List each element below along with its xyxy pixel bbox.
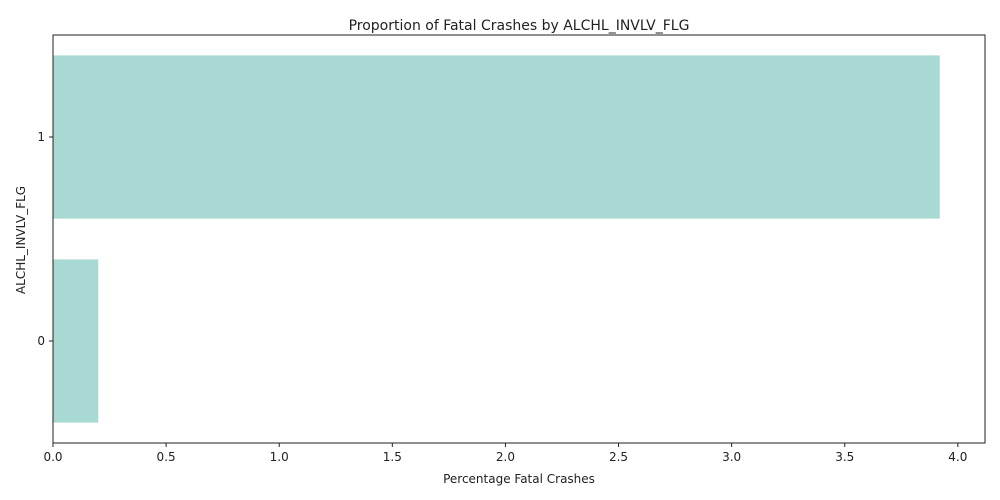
chart-title: Proportion of Fatal Crashes by ALCHL_INV… (349, 18, 690, 34)
bars-group (53, 55, 940, 423)
x-axis-label: Percentage Fatal Crashes (443, 472, 595, 486)
y-axis-label: ALCHL_INVLV_FLG (14, 186, 28, 294)
bar-1 (53, 55, 940, 219)
plot-spines (52, 34, 986, 444)
x-tick-label-0.0: 0.0 (43, 450, 62, 464)
x-tick-label-3.5: 3.5 (835, 450, 854, 464)
plot-frame (52, 34, 986, 444)
x-tick-label-2.5: 2.5 (609, 450, 628, 464)
y-tick-label-0: 0 (37, 334, 45, 348)
x-tick-label-1.0: 1.0 (270, 450, 289, 464)
x-axis-ticks: 0.0 0.5 1.0 1.5 2.0 2.5 3.0 3.5 4.0 (43, 443, 967, 464)
x-tick-label-4.0: 4.0 (948, 450, 967, 464)
y-axis-ticks: 10 (37, 130, 53, 348)
x-tick-label-3.0: 3.0 (722, 450, 741, 464)
x-tick-label-2.0: 2.0 (496, 450, 515, 464)
x-tick-label-0.5: 0.5 (157, 450, 176, 464)
y-tick-label-1: 1 (37, 130, 45, 144)
x-tick-label-1.5: 1.5 (383, 450, 402, 464)
bar-0 (53, 259, 99, 423)
